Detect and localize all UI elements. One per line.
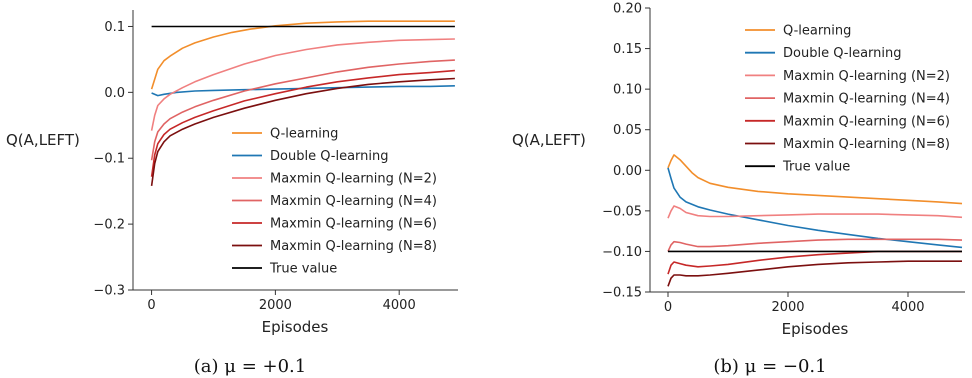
panel-b-legend: Q-learning Double Q-learning Maxmin Q-lear… — [745, 24, 950, 175]
panel-a-ytick-label: −0.3 — [93, 284, 125, 299]
panel-b-xtick-label: 2000 — [771, 300, 804, 315]
panel-b-ylabel: Q(A,LEFT) — [512, 131, 586, 149]
legend-label: Q-learning — [270, 127, 338, 142]
panel-b-line-double-q-learning — [667, 167, 963, 249]
panel-a-ytick-label: 0.1 — [104, 20, 125, 35]
legend-label: Maxmin Q-learning (N=2) — [270, 172, 437, 187]
legend-label: Maxmin Q-learning (N=2) — [783, 69, 950, 84]
panel-b-xtick-label: 0 — [664, 300, 672, 315]
panel-a-ytick-label: 0.0 — [104, 86, 125, 101]
panel-a-y-ticks: −0.3 −0.2 −0.1 0.0 0.1 — [93, 20, 133, 299]
panel-a-line-maxmin-q-learning-n-8 — [150, 77, 455, 187]
panel-a-line-maxmin-q-learning-n-4 — [150, 59, 455, 161]
panel-a-xlabel: Episodes — [262, 318, 329, 336]
panel-a-caption: (a) μ = +0.1 — [194, 356, 306, 377]
panel-b: −0.15 −0.10 −0.05 0.00 0.05 0.10 0.15 0.20 0 200… — [512, 2, 965, 377]
panel-a-ylabel: Q(A,LEFT) — [6, 131, 80, 149]
panel-b-line-maxmin-q-learning-n-6 — [667, 250, 962, 275]
legend-label: Q-learning — [783, 24, 851, 39]
legend-label: Maxmin Q-learning (N=8) — [783, 137, 950, 152]
panel-b-ytick-label: 0.05 — [613, 123, 642, 138]
panel-b-line-maxmin-q-learning-n-4 — [667, 238, 963, 252]
panel-a-line-q-learning — [150, 20, 455, 90]
legend-label: Maxmin Q-learning (N=8) — [270, 239, 437, 254]
panel-b-line-maxmin-q-learning-n-2 — [667, 205, 963, 219]
panel-a-line-double-q-learning — [151, 85, 455, 97]
panel-b-xtick-label: 4000 — [891, 300, 924, 315]
panel-b-ytick-label: 0.15 — [613, 42, 642, 57]
panel-a-series — [150, 20, 455, 187]
panel-a-line-maxmin-q-learning-n-2 — [150, 38, 455, 131]
panel-b-xlabel: Episodes — [782, 320, 849, 338]
legend-label: Double Q-learning — [783, 46, 902, 61]
panel-a-ytick-label: −0.1 — [93, 152, 125, 167]
legend-label: Maxmin Q-learning (N=6) — [783, 114, 950, 129]
legend-label: Maxmin Q-learning (N=4) — [270, 194, 437, 209]
legend-label: True value — [782, 160, 850, 175]
panel-b-series — [667, 154, 963, 287]
panel-a-line-maxmin-q-learning-n-6 — [150, 69, 455, 177]
panel-b-ytick-label: 0.20 — [613, 2, 642, 17]
panel-b-ytick-label: 0.00 — [613, 164, 642, 179]
panel-a: −0.3 −0.2 −0.1 0.0 0.1 0 2000 4000 Episodes Q(… — [6, 10, 458, 377]
panel-a-xtick-label: 4000 — [383, 298, 416, 313]
panel-a-ytick-label: −0.2 — [93, 218, 125, 233]
panel-b-ytick-label: 0.10 — [613, 83, 642, 98]
panel-b-ytick-label: −0.15 — [602, 286, 642, 301]
panel-a-xtick-label: 0 — [147, 298, 155, 313]
panel-b-caption: (b) μ = −0.1 — [713, 356, 826, 377]
legend-label: True value — [269, 262, 337, 277]
panel-b-ytick-label: −0.10 — [602, 245, 642, 260]
legend-label: Maxmin Q-learning (N=4) — [783, 92, 950, 107]
panel-b-x-ticks: 0 2000 4000 — [664, 292, 925, 315]
panel-a-x-ticks: 0 2000 4000 — [147, 290, 416, 313]
panel-b-y-ticks: −0.15 −0.10 −0.05 0.00 0.05 0.10 0.15 0.20 — [602, 2, 650, 301]
legend-label: Maxmin Q-learning (N=6) — [270, 217, 437, 232]
legend-label: Double Q-learning — [270, 149, 389, 164]
panel-a-xtick-label: 2000 — [259, 298, 292, 313]
panel-b-line-maxmin-q-learning-n-8 — [667, 260, 962, 287]
panel-b-line-q-learning — [667, 154, 963, 205]
panel-b-ytick-label: −0.05 — [602, 204, 642, 219]
panel-a-legend: Q-learning Double Q-learning Maxmin Q-lear… — [232, 127, 437, 277]
